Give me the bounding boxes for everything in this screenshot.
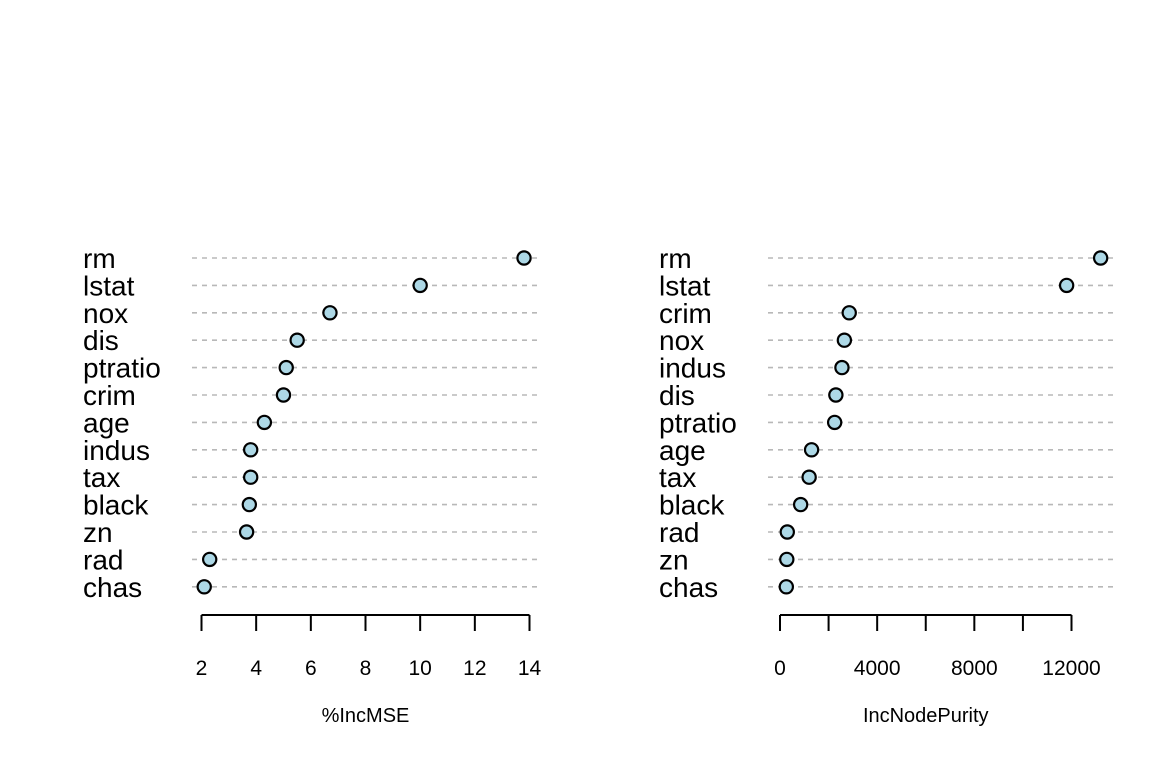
x-tick-label-4: 4 xyxy=(250,657,262,680)
category-label-lstat: lstat xyxy=(83,270,135,301)
data-point-age xyxy=(256,414,273,431)
category-label-zn: zn xyxy=(83,517,113,548)
category-label-tax: tax xyxy=(83,462,120,493)
category-label-age: age xyxy=(83,407,130,438)
category-label-indus: indus xyxy=(83,435,150,466)
data-point-chas xyxy=(196,579,212,595)
x-tick-label-8000: 8000 xyxy=(951,657,998,680)
data-point-rad xyxy=(201,551,218,568)
data-point-indus xyxy=(242,442,259,458)
data-point-zn xyxy=(238,524,255,540)
category-label-crim: crim xyxy=(659,298,712,329)
category-label-rad: rad xyxy=(83,544,123,575)
category-label-black: black xyxy=(83,490,149,521)
x-tick-label-2: 2 xyxy=(196,657,208,680)
data-point-crim xyxy=(841,305,857,321)
category-label-rad: rad xyxy=(659,517,699,548)
x-axis-title: IncNodePurity xyxy=(863,705,989,727)
data-point-black xyxy=(241,496,258,513)
data-point-ptratio xyxy=(826,414,843,431)
data-point-dis xyxy=(828,387,844,403)
data-point-rm xyxy=(516,250,532,266)
data-point-rm xyxy=(1092,250,1109,266)
data-point-black xyxy=(792,496,809,513)
x-tick-label-10: 10 xyxy=(408,657,431,680)
data-point-lstat xyxy=(412,277,428,294)
x-tick-label-4000: 4000 xyxy=(854,657,901,680)
data-point-nox xyxy=(836,332,853,348)
data-point-dis xyxy=(289,332,305,348)
category-label-nox: nox xyxy=(659,325,704,356)
data-point-crim xyxy=(275,387,292,403)
data-point-lstat xyxy=(1058,277,1075,294)
category-label-dis: dis xyxy=(659,380,695,411)
data-point-nox xyxy=(322,305,338,321)
category-label-ptratio: ptratio xyxy=(659,407,737,438)
category-label-black: black xyxy=(659,490,725,521)
category-label-age: age xyxy=(659,435,706,466)
category-label-nox: nox xyxy=(83,298,128,329)
x-axis-title: %IncMSE xyxy=(322,705,410,727)
data-point-ptratio xyxy=(278,359,294,376)
x-tick-label-0: 0 xyxy=(774,657,786,680)
chart-panel-1: rmlstatnoxdisptratiocrimageindustaxblack… xyxy=(83,243,541,727)
category-label-rm: rm xyxy=(83,243,116,274)
data-point-indus xyxy=(834,359,850,376)
category-label-lstat: lstat xyxy=(659,270,711,301)
x-tick-label-12: 12 xyxy=(463,657,486,680)
x-tick-label-12000: 12000 xyxy=(1042,657,1100,680)
data-point-tax xyxy=(801,469,817,485)
category-label-dis: dis xyxy=(83,325,119,356)
category-label-chas: chas xyxy=(83,572,142,603)
data-point-tax xyxy=(242,469,259,485)
data-point-zn xyxy=(779,551,795,568)
x-tick-label-14: 14 xyxy=(518,657,542,680)
data-point-age xyxy=(803,442,820,458)
category-label-indus: indus xyxy=(659,353,726,384)
category-label-chas: chas xyxy=(659,572,718,603)
data-point-chas xyxy=(778,579,795,595)
x-tick-label-8: 8 xyxy=(360,657,372,680)
category-label-rm: rm xyxy=(659,243,692,274)
data-point-rad xyxy=(779,524,795,540)
category-label-ptratio: ptratio xyxy=(83,353,161,384)
category-label-tax: tax xyxy=(659,462,696,493)
x-tick-label-6: 6 xyxy=(305,657,317,680)
category-label-crim: crim xyxy=(83,380,136,411)
category-label-zn: zn xyxy=(659,544,689,575)
chart-panel-2: rmlstatcrimnoxindusdisptratioagetaxblack… xyxy=(659,243,1113,727)
